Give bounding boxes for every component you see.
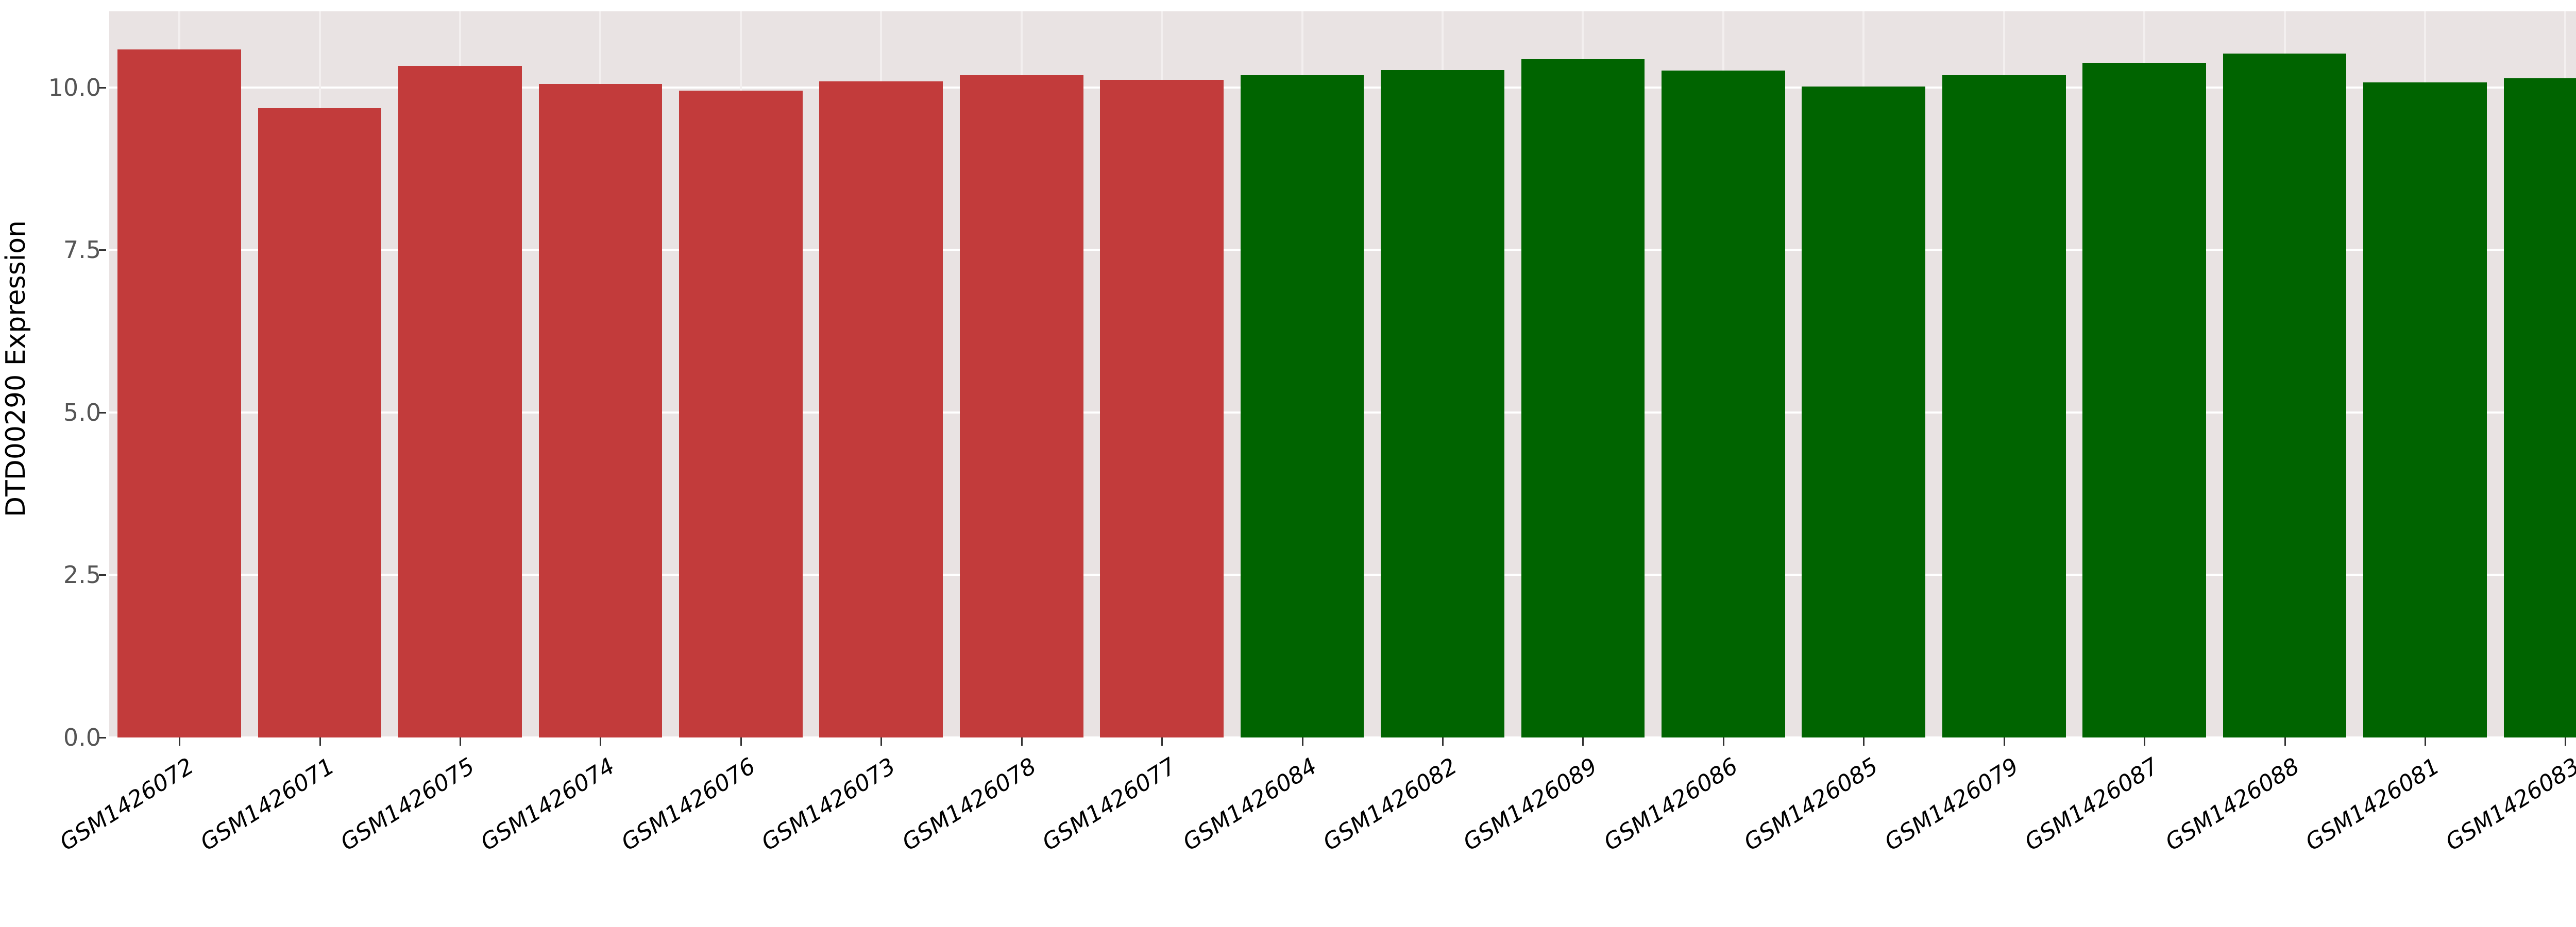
x-axis-tick-label: GSM1426081 (2300, 753, 2444, 856)
y-axis-tick-group: 0.0 2.5 5.0 7.5 10.0 (0, 0, 106, 927)
y-axis-tick-label: 7.5 (63, 236, 101, 264)
x-axis-tick-mark (179, 737, 181, 746)
bar[interactable] (1802, 87, 1926, 737)
x-axis-tick-label: GSM1426089 (1459, 753, 1602, 856)
y-axis-tick-mark (99, 249, 106, 251)
x-axis-tick-label: GSM1426083 (2441, 753, 2576, 856)
x-axis-tick-mark (880, 737, 883, 746)
bar[interactable] (2082, 62, 2206, 737)
x-axis-tick-label: GSM1426087 (2020, 753, 2164, 856)
y-axis-tick-mark (99, 737, 106, 739)
x-axis-tick-label: GSM1426073 (757, 753, 901, 856)
x-axis-tick-label: GSM1426079 (1879, 753, 2023, 856)
gridline-horizontal (109, 736, 2576, 739)
bar[interactable] (2223, 54, 2347, 737)
x-axis-tick-label: GSM1426077 (1038, 753, 1181, 856)
y-axis-tick-label: 10.0 (48, 73, 101, 101)
x-axis-tick-mark (2284, 737, 2286, 746)
x-axis-tick-label: GSM1426078 (897, 753, 1041, 856)
bar[interactable] (2363, 82, 2487, 737)
x-axis-tick-mark (2003, 737, 2005, 746)
x-axis-tick-mark (740, 737, 742, 746)
bar[interactable] (1381, 70, 1504, 737)
bar[interactable] (1100, 79, 1224, 737)
bar[interactable] (1240, 75, 1364, 737)
bar[interactable] (258, 108, 382, 737)
x-axis-tick-label: GSM1426076 (616, 753, 760, 856)
x-axis-tick-label: GSM1426082 (1318, 753, 1462, 856)
bar[interactable] (1942, 75, 2066, 737)
x-axis-tick-mark (1863, 737, 1865, 746)
x-axis-tick-label: GSM1426088 (2160, 753, 2304, 856)
y-axis-tick-mark (99, 574, 106, 576)
bar[interactable] (819, 81, 943, 737)
y-axis-tick-label: 0.0 (63, 724, 101, 751)
y-axis-tick-mark (99, 411, 106, 414)
x-axis-tick-label: GSM1426071 (195, 753, 339, 856)
bar[interactable] (398, 66, 522, 737)
x-axis-tick-mark (1021, 737, 1023, 746)
x-axis-tick-mark (600, 737, 602, 746)
plot-panel (109, 11, 2576, 739)
bar[interactable] (1521, 59, 1645, 737)
x-axis-tick-mark (1161, 737, 1163, 746)
x-axis-tick-mark (2424, 737, 2426, 746)
bar[interactable] (679, 91, 803, 737)
x-axis-tick-label: GSM1426084 (1178, 753, 1321, 856)
x-axis-tick-mark (1442, 737, 1444, 746)
bar[interactable] (2503, 78, 2576, 737)
x-axis-tick-label: GSM1426075 (336, 753, 480, 856)
x-axis-tick-mark (460, 737, 462, 746)
bar[interactable] (1661, 70, 1785, 737)
x-axis-tick-mark (319, 737, 321, 746)
x-axis-tick-mark (2565, 737, 2567, 746)
y-axis-tick-label: 2.5 (63, 561, 101, 589)
y-axis-tick-label: 5.0 (63, 398, 101, 426)
x-axis-tick-label: GSM1426074 (476, 753, 620, 856)
x-axis-tick-mark (1301, 737, 1303, 746)
x-axis-tick-mark (1722, 737, 1724, 746)
bar[interactable] (117, 49, 242, 737)
x-axis-tick-label: GSM1426086 (1599, 753, 1742, 856)
x-axis-tick-mark (2144, 737, 2146, 746)
y-axis-tick-mark (99, 87, 106, 89)
x-axis-tick-mark (1582, 737, 1584, 746)
x-axis-tick-label: GSM1426085 (1739, 753, 1883, 856)
bar[interactable] (959, 75, 1083, 737)
bar[interactable] (538, 84, 663, 737)
